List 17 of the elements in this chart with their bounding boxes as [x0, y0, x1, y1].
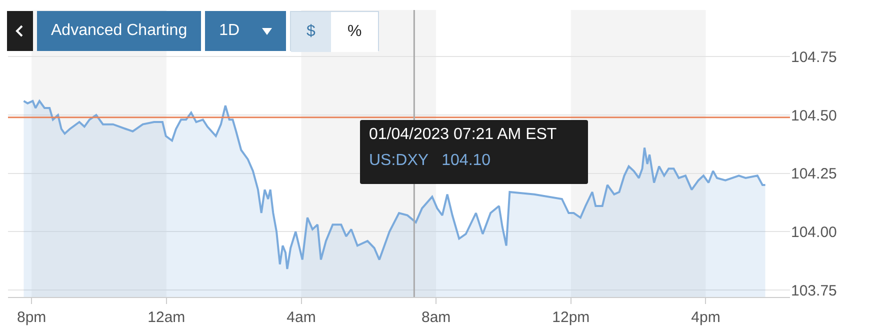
period-button: 1D — [205, 11, 286, 51]
percent-button: % — [331, 12, 378, 52]
y-tick-label: 103.75 — [791, 282, 837, 300]
x-tick-label: 4pm — [691, 309, 720, 326]
y-tick-label: 104.25 — [791, 166, 837, 183]
annotation: US:DXY 104.10 — [369, 152, 491, 170]
dollar-button: $ — [290, 12, 332, 52]
annotation: 01/04/2023 07:21 AM EST — [369, 126, 557, 144]
x-tick-label: 12am — [148, 309, 186, 326]
x-tick-label: 12pm — [552, 309, 590, 326]
charting-button: Advanced Charting — [37, 11, 202, 51]
y-tick-label: 104.50 — [791, 107, 837, 124]
x-tick-label: 4am — [286, 309, 316, 326]
y-tick-label: 104.00 — [791, 224, 837, 241]
y-tick-label: 104.75 — [791, 48, 837, 66]
x-tick-label: 8am — [421, 309, 451, 326]
x-tick-label: 8pm — [16, 309, 46, 326]
